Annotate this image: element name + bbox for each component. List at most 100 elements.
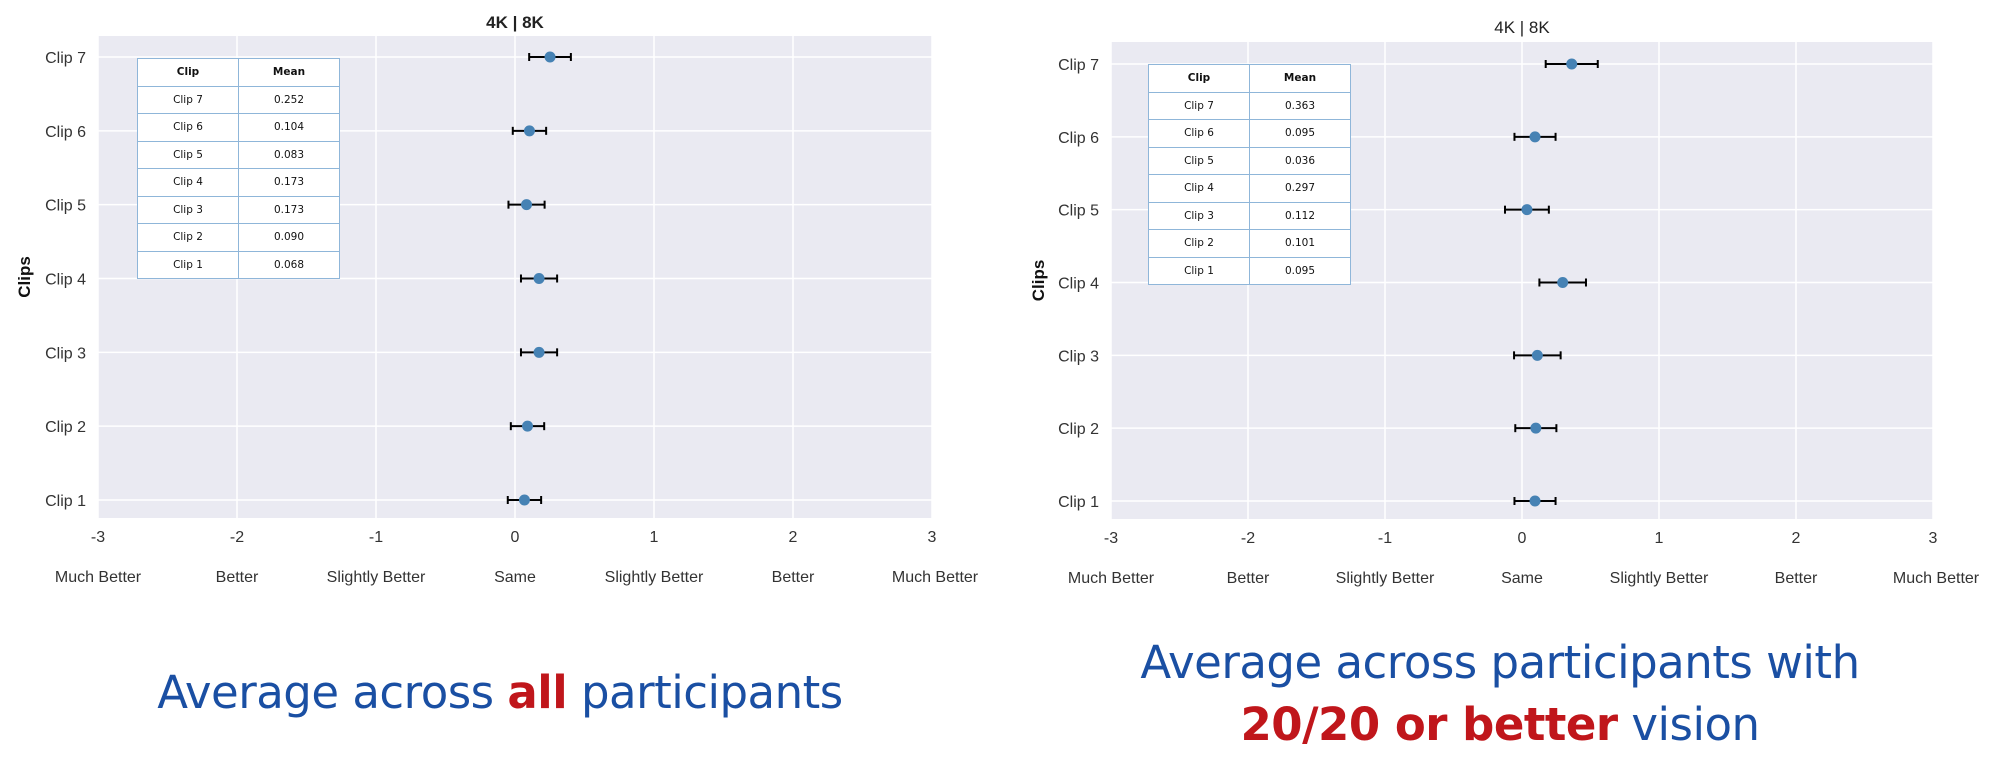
data-point — [1529, 131, 1541, 143]
data-point — [533, 346, 545, 358]
table-cell-clip: Clip 5 — [137, 140, 239, 169]
table-cell-mean: 0.297 — [1249, 174, 1351, 203]
table-row: Clip 3 0.173 — [137, 195, 340, 224]
caption-text: Average across — [157, 666, 508, 719]
table-row: Clip 4 0.297 — [1148, 174, 1351, 203]
table-cell-mean: 0.036 — [1249, 146, 1351, 175]
y-tick-label: Clip 2 — [1058, 421, 1099, 438]
y-tick-label: Clip 2 — [45, 419, 86, 436]
table-cell-mean: 0.090 — [238, 223, 340, 252]
data-point — [544, 51, 556, 63]
table-row: Clip 6 0.104 — [137, 113, 340, 142]
y-tick-label: Clip 7 — [1058, 57, 1099, 74]
left-caption: Average across all participants — [0, 662, 1000, 724]
caption-line-2: 20/20 or better vision — [1000, 694, 2000, 756]
table-cell-clip: Clip 1 — [1148, 256, 1250, 285]
y-axis-label: Clips — [15, 256, 34, 298]
table-row: Clip 2 0.101 — [1148, 229, 1351, 258]
y-tick-label: Clip 5 — [1058, 203, 1099, 220]
table-row: Clip 5 0.083 — [137, 140, 340, 169]
table-cell-mean: 0.083 — [238, 140, 340, 169]
table-cell-clip: Clip 7 — [1148, 91, 1250, 120]
data-point — [1557, 277, 1569, 288]
y-tick-label: Clip 7 — [45, 50, 86, 67]
caption-line-1: Average across participants with — [1140, 636, 1860, 689]
x-tick-sublabel: Slightly Better — [1610, 570, 1709, 587]
data-point — [1531, 349, 1543, 361]
data-point — [523, 125, 535, 137]
x-tick-sublabel: Better — [216, 569, 259, 586]
table-cell-clip: Clip 2 — [137, 223, 239, 252]
table-cell-clip: Clip 2 — [1148, 229, 1250, 258]
y-tick-label: Clip 4 — [1058, 276, 1099, 293]
table-cell-clip: Clip 1 — [137, 250, 239, 279]
x-tick-sublabel: Better — [772, 569, 815, 586]
table-cell-clip: Clip 4 — [137, 168, 239, 197]
data-point — [1521, 204, 1533, 216]
x-tick-label: 1 — [1655, 530, 1664, 547]
x-tick-label: -1 — [369, 529, 383, 546]
y-tick-label: Clip 3 — [1058, 348, 1099, 365]
table-cell-mean: 0.095 — [1249, 119, 1351, 148]
caption-text: participants — [567, 666, 843, 719]
table-cell-clip: Clip 6 — [137, 113, 239, 142]
table-header-mean: Mean — [238, 58, 340, 87]
x-tick-sublabel: Much Better — [1068, 570, 1155, 587]
table-header-clip: Clip — [1148, 64, 1250, 93]
x-tick-label: -2 — [1241, 530, 1255, 547]
y-tick-label: Clip 5 — [45, 198, 86, 215]
x-tick-sublabel: Same — [494, 569, 536, 586]
table-header-row: Clip Mean — [137, 58, 340, 87]
data-point — [1566, 58, 1578, 70]
data-point — [1529, 495, 1541, 507]
table-cell-mean: 0.112 — [1249, 201, 1351, 230]
x-tick-sublabel: Better — [1227, 570, 1270, 587]
table-cell-mean: 0.068 — [238, 250, 340, 279]
x-tick-label: 2 — [1792, 530, 1801, 547]
table-row: Clip 5 0.036 — [1148, 146, 1351, 175]
table-cell-mean: 0.104 — [238, 113, 340, 142]
table-cell-mean: 0.173 — [238, 195, 340, 224]
y-tick-label: Clip 6 — [45, 124, 86, 141]
data-point — [533, 273, 545, 284]
table-cell-clip: Clip 3 — [137, 195, 239, 224]
y-tick-label: Clip 3 — [45, 345, 86, 362]
x-tick-sublabel: Better — [1775, 570, 1818, 587]
table-row: Clip 4 0.173 — [137, 168, 340, 197]
table-cell-clip: Clip 3 — [1148, 201, 1250, 230]
table-row: Clip 7 0.252 — [137, 85, 340, 114]
table-cell-mean: 0.095 — [1249, 256, 1351, 285]
table-row: Clip 1 0.068 — [137, 250, 340, 279]
x-tick-label: 0 — [1518, 530, 1527, 547]
table-cell-clip: Clip 4 — [1148, 174, 1250, 203]
x-tick-sublabel: Much Better — [55, 569, 142, 586]
x-tick-sublabel: Slightly Better — [1336, 570, 1435, 587]
right-chart-panel: 4K | 8K Clips Clip 1 Clip 2 Clip 3 Clip 4 Clip… — [1000, 0, 2000, 764]
table-header-clip: Clip — [137, 58, 239, 87]
y-tick-label: Clip 1 — [45, 493, 86, 510]
caption-emphasis: all — [507, 666, 568, 719]
table-row: Clip 3 0.112 — [1148, 201, 1351, 230]
caption-text: vision — [1617, 698, 1760, 751]
table-header-row: Clip Mean — [1148, 64, 1351, 93]
table-row: Clip 6 0.095 — [1148, 119, 1351, 148]
x-tick-sublabel: Much Better — [892, 569, 979, 586]
right-caption: Average across participants with 20/20 o… — [1000, 632, 2000, 756]
y-axis-label: Clips — [1029, 260, 1048, 302]
table-row: Clip 2 0.090 — [137, 223, 340, 252]
x-tick-sublabel: Slightly Better — [327, 569, 426, 586]
x-tick-sublabel: Much Better — [1893, 570, 1980, 587]
table-cell-mean: 0.101 — [1249, 229, 1351, 258]
table-row: Clip 7 0.363 — [1148, 91, 1351, 120]
chart-title: 4K | 8K — [486, 13, 544, 32]
x-tick-label: 3 — [1929, 530, 1938, 547]
y-tick-label: Clip 6 — [1058, 130, 1099, 147]
data-point — [518, 494, 530, 506]
x-tick-sublabel: Slightly Better — [605, 569, 704, 586]
table-cell-clip: Clip 5 — [1148, 146, 1250, 175]
x-tick-label: -1 — [1378, 530, 1392, 547]
table-header-mean: Mean — [1249, 64, 1351, 93]
table-row: Clip 1 0.095 — [1148, 256, 1351, 285]
y-tick-label: Clip 4 — [45, 272, 86, 289]
x-tick-label: -3 — [1104, 530, 1118, 547]
